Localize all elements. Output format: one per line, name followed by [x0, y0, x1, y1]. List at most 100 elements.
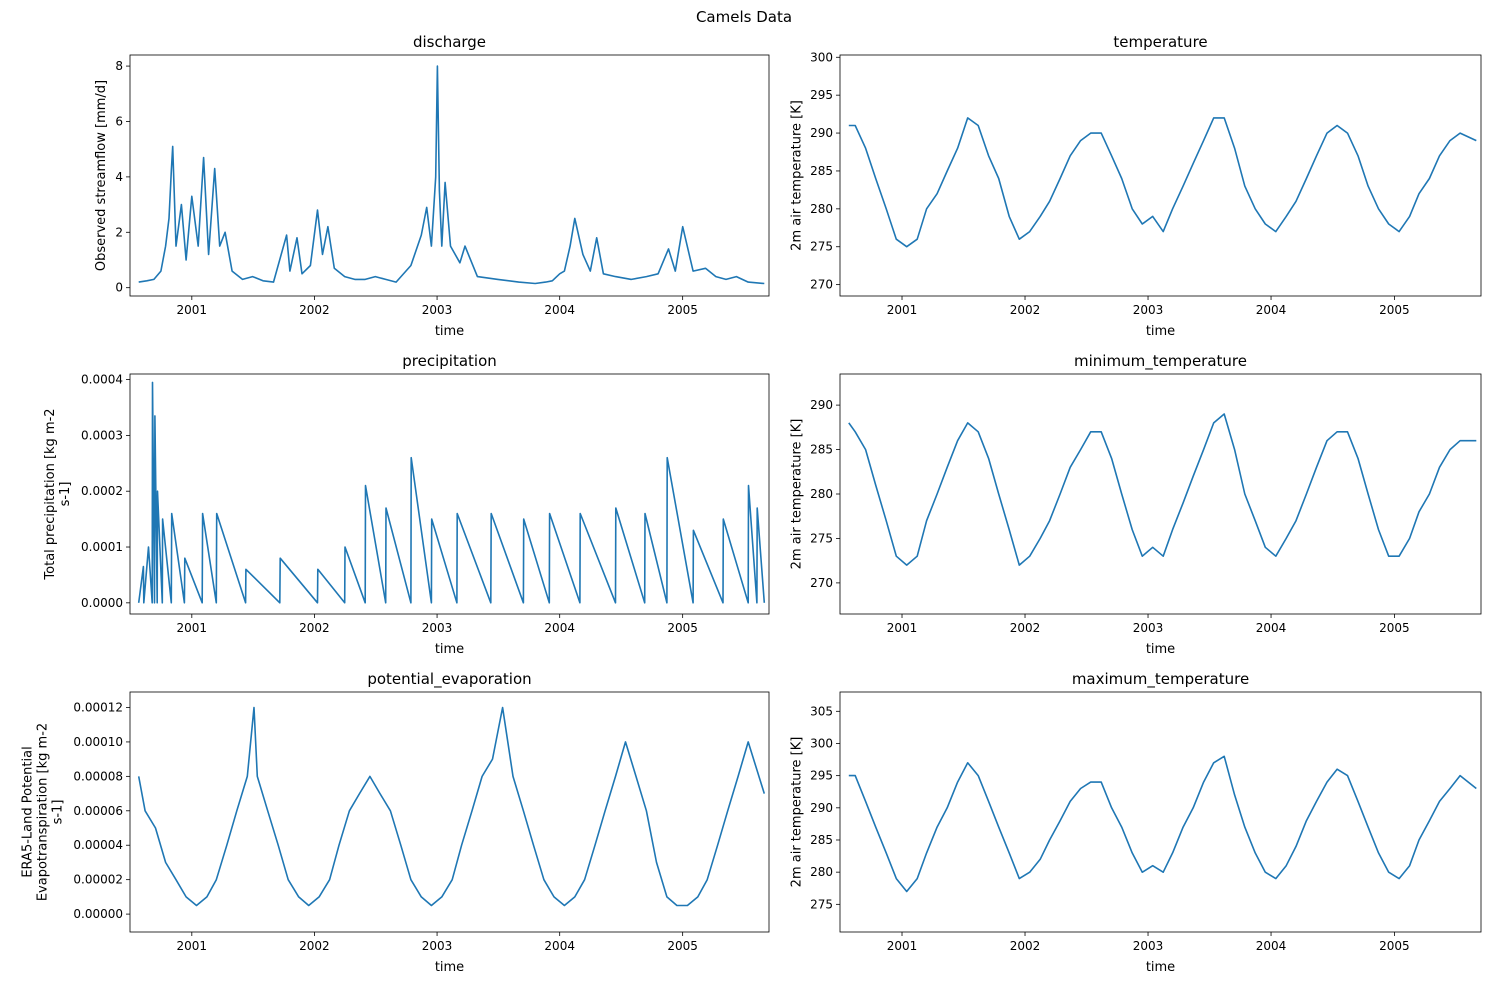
x-tick-label: 2001	[177, 303, 208, 317]
y-tick-label: 2	[115, 225, 123, 239]
subplot-title: minimum_temperature	[1074, 352, 1247, 371]
x-axis-label: time	[1146, 642, 1175, 657]
x-tick-label: 2005	[1379, 303, 1410, 317]
plot-frame	[839, 54, 1482, 297]
y-tick-label: 0.00010	[73, 735, 123, 749]
x-tick-label: 2005	[1379, 621, 1410, 635]
subplot-potential-evaporation: potential_evaporation 2001 2002 2003 2004 200…	[21, 670, 770, 975]
y-tick-label: 305	[810, 704, 833, 718]
x-tick-label: 2001	[887, 621, 918, 635]
x-tick-label: 2004	[1256, 621, 1287, 635]
x-tick-label: 2003	[422, 621, 453, 635]
series-line	[138, 65, 765, 285]
y-tick-label: 4	[115, 170, 123, 184]
y-tick-label: 0.00000	[73, 907, 123, 921]
y-tick-label: 275	[810, 240, 833, 254]
subplot-title: potential_evaporation	[367, 670, 531, 689]
y-tick-label: 280	[810, 865, 833, 879]
x-tick-label: 2001	[177, 939, 208, 953]
y-tick-label: 290	[810, 126, 833, 140]
y-tick-label: 0.0000	[81, 596, 123, 610]
subplot-precipitation: precipitation 2001 2002 2003 2004 2005 0.0000 0…	[43, 352, 770, 657]
figure-suptitle: Camels Data	[696, 8, 792, 26]
series-line	[137, 381, 766, 604]
x-tick-label: 2004	[544, 303, 575, 317]
x-tick-label: 2005	[667, 621, 698, 635]
y-axis-label-line: 2m air temperature [K]	[789, 737, 804, 888]
y-tick-label: 285	[810, 833, 833, 847]
plot-frame	[839, 691, 1482, 933]
subplot-maximum-temperature: maximum_temperature 2001 2002 2003 2004 2005 2…	[789, 670, 1482, 975]
subplot-discharge: discharge 2001 2002 2003 2004 2005 0 2 4 6 8 time Ob…	[94, 33, 770, 339]
series-line	[848, 755, 1477, 893]
y-axis-label: Total precipitation [kg m-2s-1]	[43, 408, 73, 580]
y-axis-label-line: ERA5-Land Potential	[21, 746, 36, 877]
y-axis-label-line: Observed streamflow [mm/d]	[94, 80, 109, 271]
y-axis-label-line: Total precipitation [kg m-2	[43, 408, 58, 580]
x-axis-label: time	[435, 960, 464, 975]
x-axis-label: time	[1146, 324, 1175, 339]
y-tick-label: 270	[810, 576, 833, 590]
x-axis-label: time	[435, 324, 464, 339]
y-axis-label: 2m air temperature [K]	[789, 100, 804, 251]
y-axis-label-line: s-1]	[58, 482, 73, 507]
y-axis-label: 2m air temperature [K]	[789, 737, 804, 888]
y-tick-label: 285	[810, 443, 833, 457]
x-tick-label: 2002	[299, 303, 330, 317]
x-tick-label: 2005	[1379, 939, 1410, 953]
y-axis-label-line: Evapotranspiration [kg m-2	[36, 723, 51, 901]
subplot-title: discharge	[413, 33, 486, 51]
x-axis-label: time	[435, 642, 464, 657]
y-axis-label-line: 2m air temperature [K]	[789, 100, 804, 251]
y-tick-label: 270	[810, 278, 833, 292]
y-tick-label: 275	[810, 897, 833, 911]
x-tick-label: 2003	[422, 939, 453, 953]
x-tick-label: 2004	[544, 939, 575, 953]
y-tick-label: 275	[810, 531, 833, 545]
y-tick-label: 0.00004	[73, 838, 123, 852]
series-line	[848, 117, 1477, 248]
y-tick-label: 295	[810, 88, 833, 102]
y-tick-label: 0.0003	[81, 428, 123, 442]
subplot-title: temperature	[1113, 33, 1207, 51]
x-tick-label: 2001	[177, 621, 208, 635]
y-axis-label: ERA5-Land PotentialEvapotranspiration [k…	[21, 723, 66, 901]
x-tick-label: 2003	[1133, 303, 1164, 317]
y-tick-label: 285	[810, 164, 833, 178]
plot-frame	[129, 373, 770, 615]
x-tick-label: 2004	[1256, 939, 1287, 953]
y-tick-label: 0.0004	[81, 373, 123, 387]
x-tick-label: 2003	[1133, 939, 1164, 953]
y-tick-label: 290	[810, 398, 833, 412]
y-axis-label: 2m air temperature [K]	[789, 419, 804, 570]
plot-frame	[129, 691, 770, 933]
y-tick-label: 0.00002	[73, 873, 123, 887]
x-tick-label: 2002	[299, 939, 330, 953]
y-tick-label: 0.00008	[73, 769, 123, 783]
y-tick-label: 300	[810, 50, 833, 64]
x-tick-label: 2002	[1010, 621, 1041, 635]
y-tick-label: 0.0001	[81, 540, 123, 554]
series-line	[848, 413, 1477, 566]
x-tick-label: 2003	[422, 303, 453, 317]
y-axis-label-line: 2m air temperature [K]	[789, 419, 804, 570]
y-tick-label: 6	[115, 114, 123, 128]
subplot-title: maximum_temperature	[1072, 670, 1249, 689]
subplot-minimum-temperature: minimum_temperature 2001 2002 2003 2004 2005 2…	[789, 352, 1482, 657]
y-tick-label: 0.0002	[81, 484, 123, 498]
x-tick-label: 2003	[1133, 621, 1164, 635]
x-tick-label: 2001	[887, 939, 918, 953]
x-tick-label: 2005	[667, 939, 698, 953]
y-axis-label: Observed streamflow [mm/d]	[94, 80, 109, 271]
y-tick-label: 8	[115, 59, 123, 73]
y-tick-label: 0.00006	[73, 804, 123, 818]
x-tick-label: 2002	[1010, 939, 1041, 953]
y-tick-label: 295	[810, 769, 833, 783]
x-tick-label: 2005	[667, 303, 698, 317]
y-axis-label-line: s-1]	[51, 800, 66, 825]
x-tick-label: 2004	[1256, 303, 1287, 317]
y-tick-label: 0.00012	[73, 700, 123, 714]
y-tick-label: 300	[810, 736, 833, 750]
